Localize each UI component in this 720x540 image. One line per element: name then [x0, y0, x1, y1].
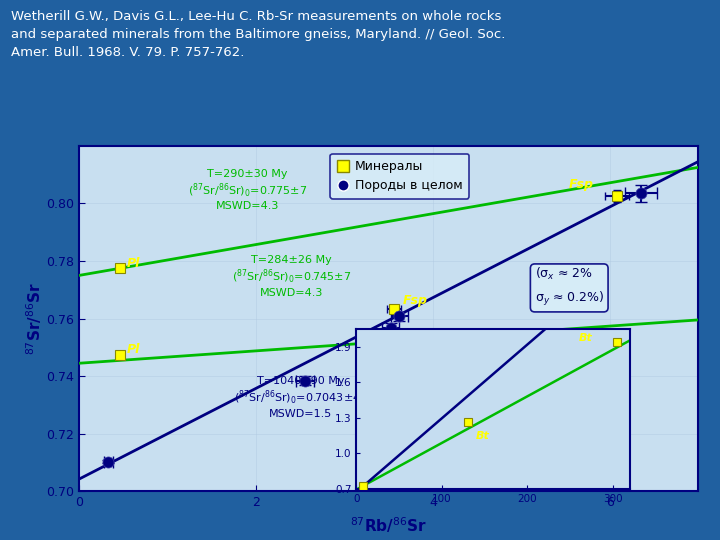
- Legend: Минералы, Породы в целом: Минералы, Породы в целом: [330, 154, 469, 199]
- Text: T=1040±90 My
($^{87}$Sr/$^{86}$Sr)$_0$=0.7043±41
MSWD=1.5: T=1040±90 My ($^{87}$Sr/$^{86}$Sr)$_0$=0…: [233, 376, 367, 419]
- Text: T=284±26 My
($^{87}$Sr/$^{86}$Sr)$_0$=0.745±7
MSWD=4.3: T=284±26 My ($^{87}$Sr/$^{86}$Sr)$_0$=0.…: [232, 255, 351, 298]
- Text: Pl: Pl: [127, 256, 140, 270]
- Text: Fsp: Fsp: [568, 178, 593, 191]
- Y-axis label: $^{87}$Sr/$^{86}$Sr: $^{87}$Sr/$^{86}$Sr: [24, 282, 44, 355]
- Text: T=290±30 My
($^{87}$Sr/$^{86}$Sr)$_0$=0.775±7
MSWD=4.3: T=290±30 My ($^{87}$Sr/$^{86}$Sr)$_0$=0.…: [188, 169, 307, 211]
- Text: Fsp: Fsp: [403, 294, 428, 307]
- Text: Pl: Pl: [127, 343, 140, 356]
- Text: Bt: Bt: [579, 333, 593, 343]
- X-axis label: $^{87}$Rb/$^{86}$Sr: $^{87}$Rb/$^{86}$Sr: [351, 515, 427, 535]
- Text: (σ$_x$ ≈ 2%
σ$_y$ ≈ 0.2%): (σ$_x$ ≈ 2% σ$_y$ ≈ 0.2%): [535, 266, 603, 308]
- Text: Bt: Bt: [476, 431, 490, 441]
- Text: Wetherill G.W., Davis G.L., Lee-Hu C. Rb-Sr measurements on whole rocks
and sepa: Wetherill G.W., Davis G.L., Lee-Hu C. Rb…: [11, 10, 505, 59]
